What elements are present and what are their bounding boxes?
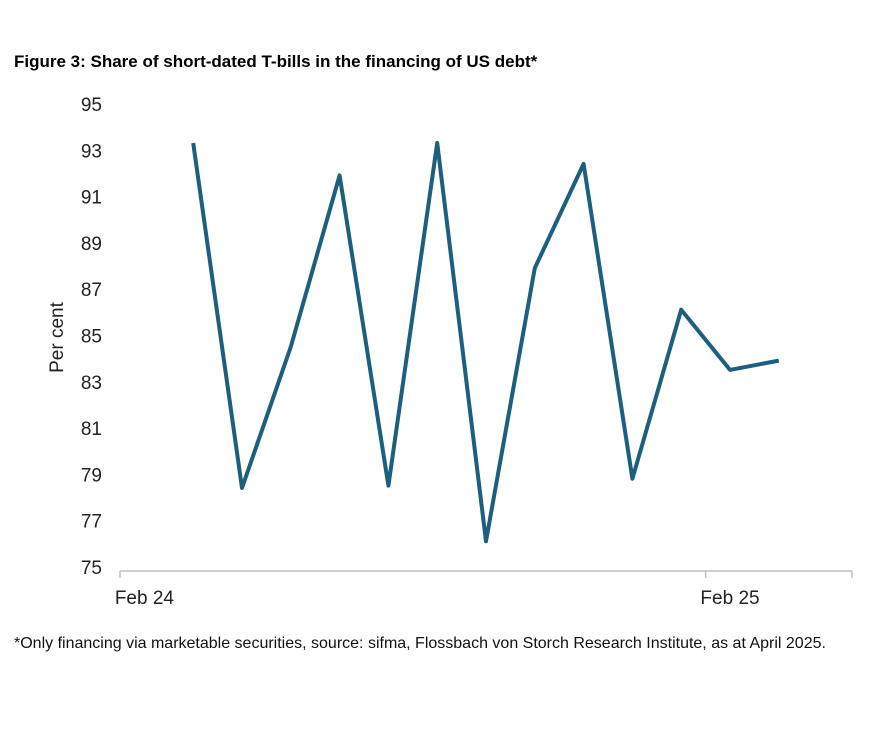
x-tick-label: Feb 25	[700, 588, 759, 609]
y-tick-label: 79	[81, 465, 102, 486]
footnote: *Only financing via marketable securitie…	[14, 635, 826, 652]
y-tick-label: 85	[81, 327, 102, 348]
y-tick-label: 89	[81, 234, 102, 255]
y-tick-label: 91	[81, 188, 102, 209]
x-tick-label: Feb 24	[115, 588, 175, 609]
y-tick-label: 95	[81, 95, 102, 116]
y-tick-label: 75	[81, 558, 102, 579]
chart: 75 77 79 81 83 85 87 89 91 93 95 Per cent Feb 24 Feb …	[47, 95, 853, 609]
y-tick-label: 81	[81, 419, 102, 440]
y-tick-label: 93	[81, 141, 102, 162]
y-tick-label: 87	[81, 280, 102, 301]
chart-title: Figure 3: Share of short-dated T-bills i…	[14, 52, 538, 71]
y-tick-label: 77	[81, 512, 102, 533]
y-tick-label: 83	[81, 373, 102, 394]
y-axis-label: Per cent	[47, 301, 68, 372]
data-line	[191, 141, 780, 544]
